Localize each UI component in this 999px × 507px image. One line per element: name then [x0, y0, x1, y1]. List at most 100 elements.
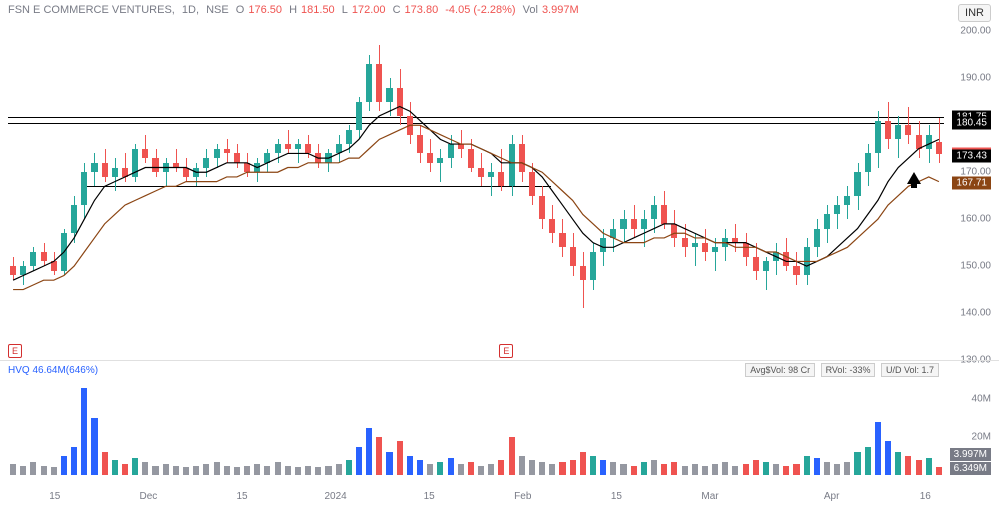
volume-bar	[315, 467, 321, 475]
volume-bar	[895, 452, 901, 475]
candle-body	[590, 252, 596, 280]
price-tag: 180.45	[952, 117, 991, 130]
volume-bar	[203, 464, 209, 475]
volume-bar	[346, 460, 352, 475]
candle-body	[152, 158, 158, 172]
volume-bar	[712, 464, 718, 475]
volume-bar	[539, 462, 545, 475]
candle-wick	[939, 118, 940, 163]
candle-body	[692, 243, 698, 248]
candle-body	[275, 144, 281, 153]
volume-bar	[682, 466, 688, 476]
volume-bar	[834, 464, 840, 475]
volume-bar	[285, 466, 291, 476]
candle-body	[468, 149, 474, 168]
candle-body	[529, 172, 535, 195]
volume-bar	[61, 456, 67, 475]
candle-body	[844, 196, 850, 205]
l-label: L	[342, 4, 348, 16]
volume-bar	[193, 466, 199, 476]
time-label: 15	[49, 491, 60, 502]
candle-body	[671, 224, 677, 238]
volume-bar	[376, 437, 382, 475]
volume-bar	[71, 447, 77, 476]
time-label: 2024	[324, 491, 346, 502]
volume-bar	[437, 462, 443, 475]
pane-separator	[0, 360, 999, 361]
candle-body	[41, 252, 47, 261]
volume-bar	[916, 460, 922, 475]
candle-body	[336, 144, 342, 153]
volume-bar	[336, 464, 342, 475]
volume-bar	[458, 464, 464, 475]
candle-body	[570, 247, 576, 266]
support-line	[83, 186, 551, 187]
volume-bar	[427, 464, 433, 475]
candle-body	[641, 219, 647, 228]
interval: 1D,	[182, 4, 199, 16]
volume-bar	[224, 466, 230, 476]
volume-bar	[366, 428, 372, 476]
ud-vol-stat: U/D Vol: 1.7	[881, 363, 939, 377]
candle-body	[193, 168, 199, 177]
candle-body	[386, 88, 392, 102]
candle-body	[875, 121, 881, 154]
volume-bar	[702, 466, 708, 476]
volume-bar	[51, 467, 57, 475]
resistance-line	[8, 123, 944, 124]
candle-wick	[644, 210, 645, 248]
candle-wick	[695, 233, 696, 266]
volume-bar	[20, 466, 26, 476]
volume-bar	[763, 462, 769, 475]
candle-body	[285, 144, 291, 149]
c-val: 173.80	[405, 4, 439, 16]
volume-bar	[549, 464, 555, 475]
h-label: H	[289, 4, 297, 16]
candle-body	[112, 168, 118, 177]
volume-bar	[631, 466, 637, 476]
volume-tag: 6.349M	[950, 462, 991, 475]
currency-badge[interactable]: INR	[958, 4, 991, 22]
price-tag: 173.43	[952, 150, 991, 163]
candle-body	[437, 158, 443, 163]
volume-bar	[275, 462, 281, 475]
volume-bar	[743, 464, 749, 475]
volume-bar	[773, 464, 779, 475]
price-chart[interactable]: EE	[8, 22, 944, 360]
volume-bar	[91, 418, 97, 475]
candle-body	[478, 168, 484, 177]
price-tick: 140.00	[960, 308, 991, 319]
candle-body	[905, 125, 911, 134]
volume-bar	[722, 462, 728, 475]
volume-bar	[478, 466, 484, 476]
volume-bar	[41, 466, 47, 476]
earnings-marker-icon[interactable]: E	[8, 344, 22, 358]
volume-bar	[163, 464, 169, 475]
candle-body	[631, 219, 637, 228]
volume-bar	[671, 462, 677, 475]
candle-body	[20, 266, 26, 275]
candle-body	[30, 252, 36, 266]
volume-bar	[102, 452, 108, 475]
volume-bar	[10, 464, 16, 475]
candle-body	[722, 238, 728, 247]
candle-body	[773, 252, 779, 261]
candle-body	[651, 205, 657, 219]
volume-bar	[122, 464, 128, 475]
candle-body	[498, 172, 504, 186]
volume-bar	[783, 466, 789, 476]
candle-body	[346, 130, 352, 144]
candle-body	[203, 158, 209, 167]
rvol-stat: RVol: -33%	[821, 363, 876, 377]
price-tick: 190.00	[960, 73, 991, 84]
volume-chart[interactable]	[8, 380, 944, 475]
avg-vol-stat: Avg$Vol: 98 Cr	[745, 363, 815, 377]
volume-bar	[661, 464, 667, 475]
candle-body	[325, 153, 331, 162]
candle-body	[682, 238, 688, 247]
vol-label: Vol	[523, 4, 538, 16]
volume-bar	[132, 458, 138, 475]
volume-bar	[854, 452, 860, 475]
volume-bar	[234, 467, 240, 475]
earnings-marker-icon[interactable]: E	[499, 344, 513, 358]
